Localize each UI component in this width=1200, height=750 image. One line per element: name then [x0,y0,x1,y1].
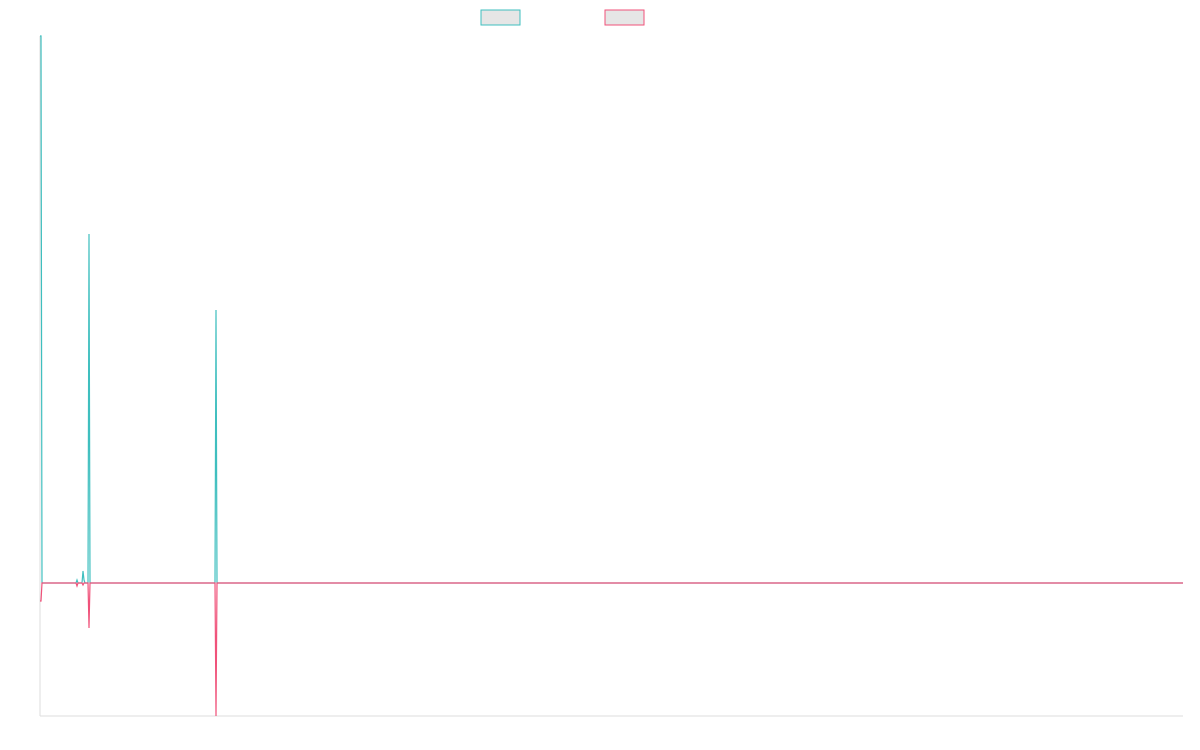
series-line-1 [40,35,1183,584]
legend-swatch-1[interactable] [480,9,521,26]
legend-swatch-2[interactable] [604,9,645,26]
legend [480,9,645,26]
axes [39,36,1183,717]
series-layer [40,35,1183,717]
series-line-2 [40,582,1183,717]
